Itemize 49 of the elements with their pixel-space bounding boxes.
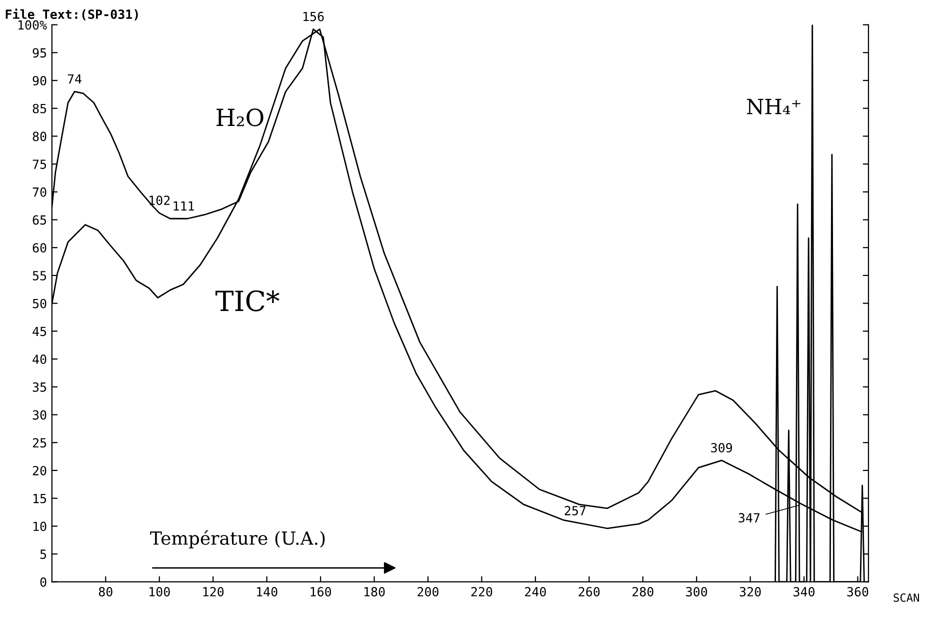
x-tick-label: 320 — [740, 587, 761, 596]
annotation: 102 — [150, 196, 170, 206]
y-tick-label: 60 — [32, 243, 46, 253]
annotation: 309 — [711, 442, 732, 452]
x-tick-label: 240 — [525, 587, 546, 596]
y-tick-label: 75 — [32, 160, 46, 169]
y-tick-label: 40 — [32, 354, 46, 364]
x-tick-label: 200 — [418, 587, 438, 596]
y-tick-label: 25 — [32, 438, 46, 448]
y-tick-label: 85 — [32, 104, 46, 114]
y-tick-label: 15 — [34, 494, 46, 504]
y-tick-label: 0 — [40, 577, 46, 587]
text: File Text:(SP-031) — [6, 8, 138, 20]
annotation: 156 — [303, 12, 324, 22]
x-tick-label: 360 — [847, 587, 868, 596]
annotation: 111 — [174, 201, 194, 210]
x-tick-label: 220 — [471, 587, 492, 596]
x-tick-label: 100 — [150, 587, 170, 596]
x-tick-label: 300 — [686, 587, 708, 596]
series-label: TIC* — [216, 290, 280, 312]
y-tick-label: 45 — [32, 326, 46, 336]
y-tick-label: 95 — [32, 48, 46, 58]
x-tick-label: 280 — [632, 587, 654, 596]
series-label: H₂O — [216, 108, 264, 126]
y-tick-label: 35 — [32, 382, 46, 392]
y-tick-label: 20 — [32, 466, 46, 476]
y-tick-label: 90 — [32, 76, 46, 86]
x-tick-label: 160 — [310, 587, 332, 596]
x-axis-title: SCAN — [894, 593, 919, 602]
x-tick-label: 180 — [364, 587, 385, 596]
annotation: Température (U.A.) — [150, 530, 325, 548]
y-tick-label: 10 — [34, 522, 46, 532]
y-tick-label: 80 — [32, 132, 46, 142]
annotation: 74 — [68, 74, 82, 84]
x-tick-label: 80 — [98, 587, 112, 596]
y-tick-label: 30 — [32, 410, 46, 420]
y-tick-label: 70 — [32, 187, 46, 197]
series-label: NH₄⁺ — [747, 98, 800, 114]
x-tick-label: 260 — [578, 587, 600, 596]
y-tick-label: 55 — [32, 271, 46, 280]
y-tick-label: 50 — [32, 298, 46, 308]
annotation: 257 — [564, 506, 586, 516]
x-tick-label: 340 — [794, 587, 814, 596]
annotation: 347 — [738, 513, 760, 522]
y-tick-label: 5 — [40, 550, 46, 559]
y-tick-label: 100% — [18, 20, 47, 30]
y-tick-label: 65 — [32, 215, 46, 225]
x-tick-label: 120 — [203, 587, 224, 596]
x-tick-label: 140 — [257, 587, 278, 596]
